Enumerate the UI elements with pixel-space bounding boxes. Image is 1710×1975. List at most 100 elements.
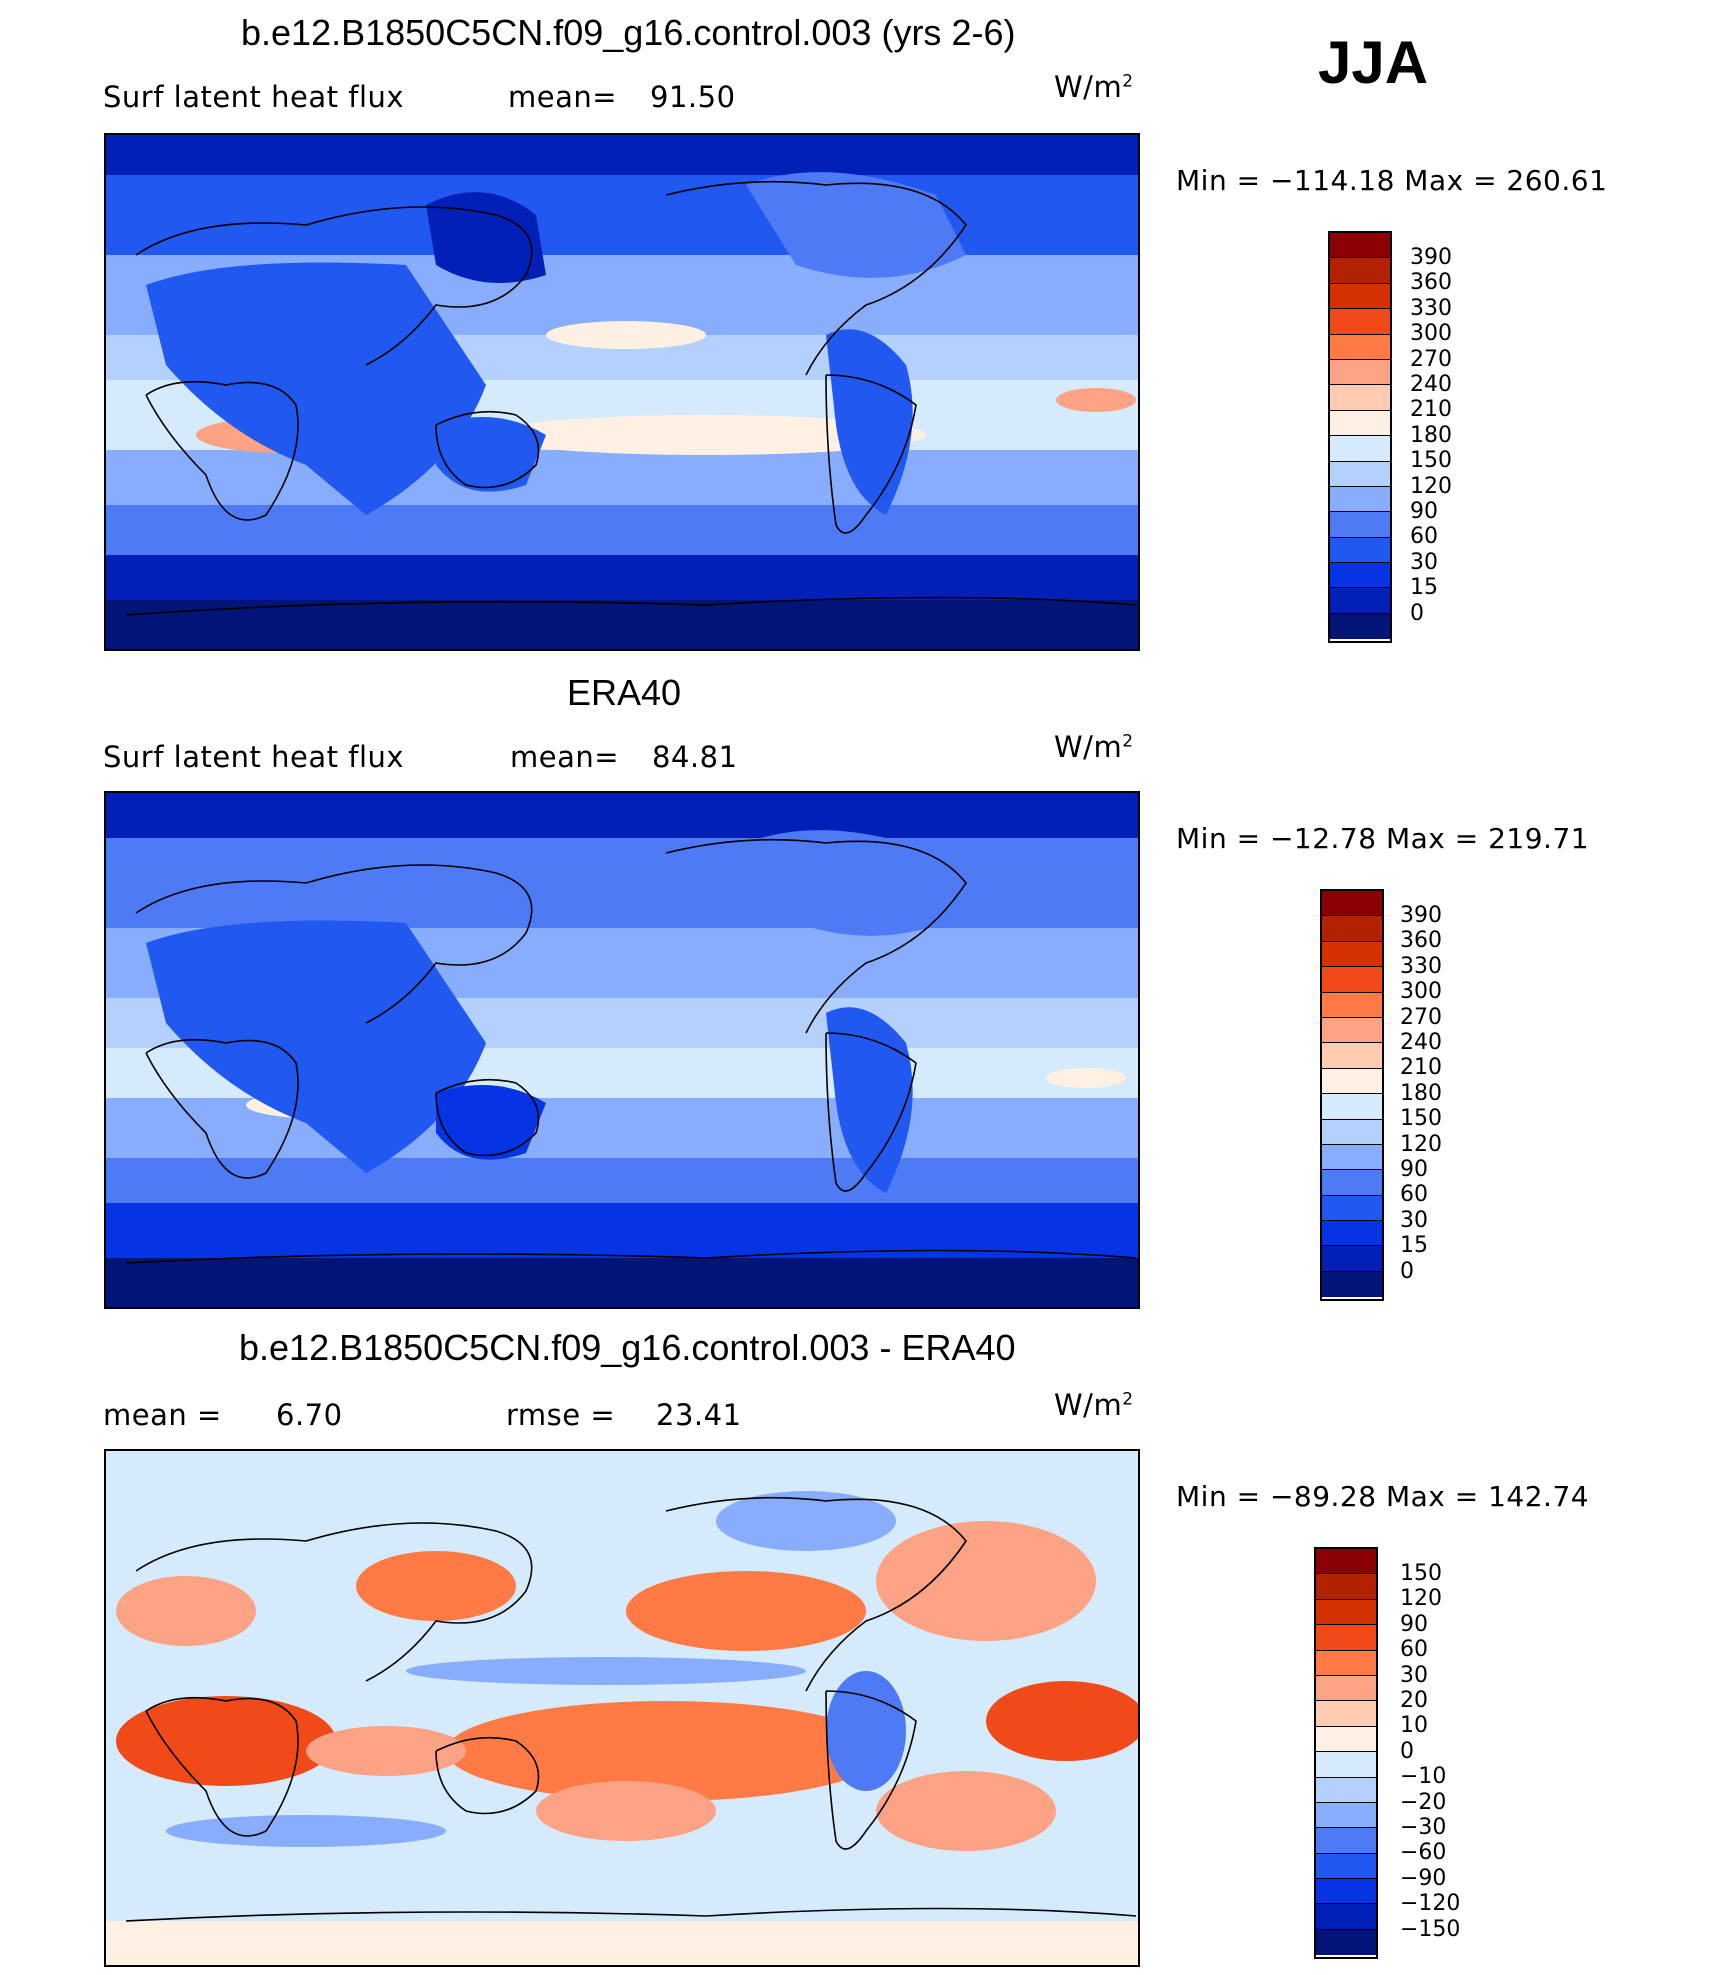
colorbar-swatch: [1330, 588, 1390, 614]
colorbar-swatch: [1316, 1828, 1376, 1854]
panel-2-title: ERA40: [567, 672, 682, 713]
panel-3-rmse-label: rmse =: [506, 1398, 616, 1432]
colorbar-tick-label: 270: [1400, 1004, 1442, 1030]
panel-2-colorbar: [1320, 889, 1384, 1301]
colorbar-swatch: [1316, 1752, 1376, 1778]
colorbar-swatch: [1330, 410, 1390, 437]
colorbar-tick-label: 330: [1410, 295, 1452, 321]
colorbar-tick-label: 90: [1400, 1157, 1428, 1182]
colorbar-tick-label: 30: [1400, 1662, 1428, 1688]
colorbar-tick-label: 240: [1410, 372, 1452, 397]
colorbar-tick-label: 150: [1400, 1561, 1442, 1586]
panel-2-mean-label: mean=: [510, 740, 620, 774]
colorbar-swatch: [1322, 1246, 1382, 1272]
panel-2-units: W/m2: [1054, 730, 1134, 764]
colorbar-swatch: [1330, 385, 1390, 411]
panel-1-mean-value: 91.50: [650, 80, 736, 114]
colorbar-swatch: [1322, 967, 1382, 993]
colorbar-tick-label: 180: [1400, 1080, 1442, 1106]
colorbar-swatch: [1322, 1144, 1382, 1171]
panel-2-contour-field: [106, 793, 1138, 1307]
colorbar-swatch: [1322, 1094, 1382, 1120]
colorbar-tick-label: −90: [1400, 1865, 1447, 1891]
colorbar-swatch: [1322, 891, 1382, 917]
colorbar-swatch: [1316, 1777, 1376, 1803]
panel-1-units: W/m2: [1054, 70, 1134, 104]
panel-3-mean-label: mean =: [103, 1398, 222, 1432]
season-label: JJA: [1318, 29, 1429, 96]
colorbar-swatch: [1322, 916, 1382, 942]
colorbar-swatch: [1322, 1271, 1382, 1298]
colorbar-swatch: [1330, 537, 1390, 564]
colorbar-swatch: [1322, 941, 1382, 968]
panel-1-map: [104, 133, 1140, 651]
colorbar-tick-label: 120: [1400, 1131, 1442, 1157]
colorbar-tick-label: 180: [1410, 422, 1452, 448]
colorbar-tick-label: 60: [1400, 1182, 1428, 1208]
colorbar-tick-label: 330: [1400, 953, 1442, 979]
colorbar-tick-label: −60: [1400, 1840, 1447, 1866]
colorbar-tick-label: −120: [1400, 1891, 1461, 1917]
colorbar-swatch: [1316, 1929, 1376, 1956]
colorbar-swatch: [1330, 512, 1390, 538]
colorbar-swatch: [1330, 359, 1390, 386]
colorbar-swatch: [1316, 1574, 1376, 1600]
panel-1-colorbar: [1328, 231, 1392, 643]
colorbar-tick-label: 270: [1410, 346, 1452, 372]
panel-3-contour-field: [106, 1451, 1138, 1965]
colorbar-swatch: [1316, 1549, 1376, 1575]
panel-1-mean-label: mean=: [508, 80, 618, 114]
colorbar-tick-label: 300: [1410, 321, 1452, 347]
panel-2-mean-value: 84.81: [652, 740, 738, 774]
colorbar-swatch: [1316, 1650, 1376, 1676]
colorbar-tick-label: −30: [1400, 1815, 1447, 1840]
colorbar-swatch: [1330, 461, 1390, 487]
colorbar-tick-label: 90: [1410, 499, 1438, 524]
colorbar-tick-label: 360: [1410, 270, 1452, 296]
colorbar-swatch: [1322, 992, 1382, 1018]
colorbar-swatch: [1330, 436, 1390, 462]
colorbar-tick-label: 120: [1400, 1586, 1442, 1612]
colorbar-swatch: [1330, 283, 1390, 310]
colorbar-tick-label: 20: [1400, 1688, 1428, 1713]
colorbar-swatch: [1330, 334, 1390, 360]
colorbar-swatch: [1330, 258, 1390, 284]
panel-1-title: b.e12.B1850C5CN.f09_g16.control.003 (yrs…: [241, 12, 1016, 53]
panel-3-rmse-value: 23.41: [656, 1398, 742, 1432]
colorbar-tick-label: 210: [1410, 397, 1452, 423]
colorbar-tick-label: −10: [1400, 1764, 1447, 1790]
colorbar-swatch: [1330, 486, 1390, 513]
colorbar-tick-label: 30: [1410, 549, 1438, 575]
colorbar-tick-label: 0: [1400, 1258, 1414, 1284]
panel-3-mean-value: 6.70: [276, 1398, 343, 1432]
panel-3-units: W/m2: [1054, 1388, 1134, 1422]
colorbar-tick-label: 60: [1400, 1637, 1428, 1663]
colorbar-tick-label: 300: [1400, 979, 1442, 1005]
colorbar-tick-label: 90: [1400, 1611, 1428, 1637]
colorbar-tick-label: −20: [1400, 1789, 1447, 1815]
colorbar-swatch: [1316, 1904, 1376, 1930]
colorbar-tick-label: 120: [1410, 473, 1452, 499]
colorbar-swatch: [1316, 1599, 1376, 1626]
panel-3-title: b.e12.B1850C5CN.f09_g16.control.003 - ER…: [239, 1327, 1016, 1368]
colorbar-tick-label: 15: [1400, 1233, 1428, 1259]
colorbar-swatch: [1322, 1119, 1382, 1145]
colorbar-swatch: [1322, 1017, 1382, 1044]
panel-1-minmax: Min = −114.18 Max = 260.61: [1176, 164, 1608, 197]
colorbar-tick-label: 390: [1410, 245, 1452, 270]
colorbar-swatch: [1330, 233, 1390, 259]
colorbar-swatch: [1316, 1879, 1376, 1905]
colorbar-swatch: [1316, 1726, 1376, 1753]
panel-1-contour-field: [106, 135, 1138, 649]
colorbar-swatch: [1330, 563, 1390, 589]
colorbar-tick-label: 30: [1400, 1207, 1428, 1233]
colorbar-tick-label: 15: [1410, 575, 1438, 601]
panel-1-variable-label: Surf latent heat flux: [103, 80, 405, 114]
colorbar-swatch: [1322, 1170, 1382, 1196]
colorbar-tick-label: 0: [1400, 1738, 1414, 1764]
colorbar-tick-label: 390: [1400, 903, 1442, 928]
panel-3-colorbar: [1314, 1547, 1378, 1959]
colorbar-tick-label: 360: [1400, 928, 1442, 954]
colorbar-swatch: [1330, 309, 1390, 335]
colorbar-swatch: [1316, 1853, 1376, 1880]
